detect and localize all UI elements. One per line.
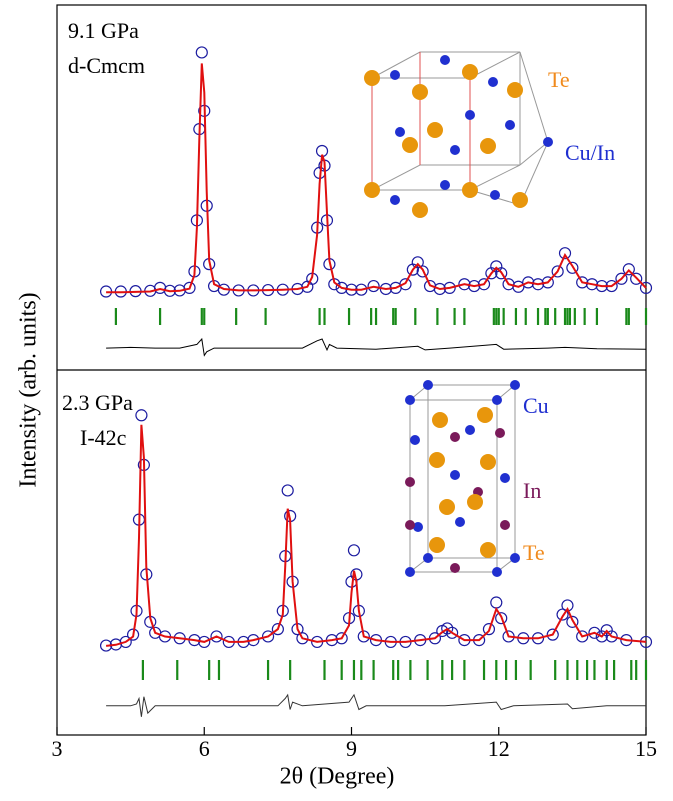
observed-point bbox=[335, 281, 348, 294]
observed-point bbox=[446, 626, 459, 639]
observed-point bbox=[551, 265, 564, 278]
x-tick-label: 12 bbox=[488, 736, 510, 761]
crystal-structure-bottom bbox=[408, 384, 517, 573]
observed-point bbox=[512, 280, 525, 293]
observed-point bbox=[416, 265, 429, 278]
panel-annotation: I-42c bbox=[80, 425, 127, 450]
calculated-curve bbox=[105, 424, 647, 647]
crystal-atoms-top bbox=[364, 55, 553, 218]
observed-point bbox=[135, 409, 148, 422]
observed-point bbox=[622, 263, 635, 276]
observed-point bbox=[195, 46, 208, 59]
atom-label: Te bbox=[548, 67, 570, 92]
observed-point bbox=[639, 281, 653, 294]
atom-label: Cu/In bbox=[565, 140, 615, 165]
observed-point bbox=[198, 635, 211, 649]
observed-point bbox=[477, 278, 491, 291]
observed-point bbox=[119, 635, 132, 649]
observed-point bbox=[490, 596, 503, 609]
x-axis-title: 2θ (Degree) bbox=[280, 764, 395, 790]
x-tick-label: 6 bbox=[199, 736, 210, 761]
observed-point bbox=[183, 281, 196, 294]
y-axis-title: Intensity (arb. units) bbox=[16, 292, 42, 487]
observed-point bbox=[531, 278, 545, 291]
observed-point bbox=[495, 612, 508, 625]
observed-point bbox=[411, 256, 424, 269]
x-tick-label: 9 bbox=[346, 736, 357, 761]
panel-annotation: 2.3 GPa bbox=[62, 390, 133, 415]
observed-point bbox=[495, 267, 508, 280]
observed-point bbox=[271, 623, 284, 636]
observed-point bbox=[482, 623, 496, 636]
observed-point bbox=[566, 615, 579, 628]
atom-label: In bbox=[523, 478, 541, 503]
observed-point bbox=[357, 630, 370, 643]
observed-point bbox=[458, 278, 471, 291]
crystal-atoms-bottom bbox=[405, 380, 520, 577]
x-tick-label: 3 bbox=[52, 736, 63, 761]
observed-point bbox=[566, 261, 579, 274]
panel-annotation: d-Cmcm bbox=[68, 53, 145, 78]
observed-point bbox=[296, 632, 309, 645]
observed-point bbox=[576, 630, 589, 643]
observed-point bbox=[261, 630, 275, 643]
x-tick-label: 15 bbox=[635, 736, 657, 761]
observed-point bbox=[347, 544, 361, 557]
observed-point bbox=[546, 628, 559, 641]
observed-point bbox=[210, 630, 223, 643]
difference-curve bbox=[106, 337, 647, 357]
atom-label: Te bbox=[523, 540, 545, 565]
atom-label: Cu bbox=[523, 393, 549, 418]
observed-point bbox=[556, 608, 569, 621]
panel-annotation: 9.1 GPa bbox=[68, 18, 139, 43]
calculated-curve bbox=[106, 63, 647, 294]
observed-point bbox=[630, 272, 643, 285]
observed-point bbox=[558, 247, 572, 260]
crystal-structure-top bbox=[371, 51, 549, 206]
observed-point bbox=[615, 272, 628, 285]
observed-point bbox=[588, 626, 601, 639]
observed-point bbox=[335, 632, 348, 645]
observed-point bbox=[605, 630, 618, 643]
observed-point bbox=[367, 279, 380, 293]
observed-point bbox=[281, 484, 294, 497]
observed-point bbox=[399, 278, 412, 291]
difference-curve bbox=[106, 693, 646, 717]
observed-point bbox=[126, 628, 140, 641]
observed-point bbox=[585, 278, 599, 291]
